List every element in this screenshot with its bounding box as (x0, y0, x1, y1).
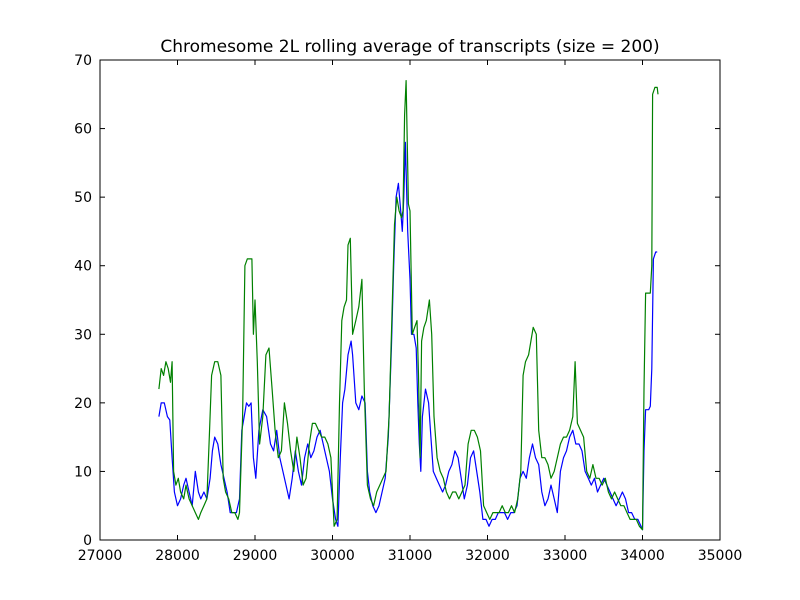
y-axis: 0 10 20 30 40 50 60 70 (74, 53, 720, 549)
y-tick-label: 40 (74, 259, 92, 275)
x-tick-label: 32000 (465, 548, 510, 564)
x-tick-label: 33000 (543, 548, 588, 564)
x-tick-label: 28000 (155, 548, 200, 564)
x-tick-label: 34000 (620, 548, 665, 564)
y-tick-label: 70 (74, 53, 92, 69)
x-tick-label: 31000 (388, 548, 433, 564)
y-tick-label: 30 (74, 327, 92, 343)
x-tick-label: 29000 (233, 548, 278, 564)
y-tick-label: 20 (74, 396, 92, 412)
x-tick-label: 30000 (310, 548, 355, 564)
x-tick-label: 27000 (78, 548, 123, 564)
x-axis: 27000 28000 29000 30000 31000 32000 33000 34000… (78, 60, 743, 564)
chart-title: Chromesome 2L rolling average of transcr… (160, 37, 659, 57)
series-line-2 (158, 80, 659, 531)
y-tick-label: 60 (74, 122, 92, 138)
x-tick-label: 35000 (698, 548, 743, 564)
series-layer (158, 80, 659, 531)
y-tick-label: 0 (83, 533, 92, 549)
y-tick-label: 10 (74, 464, 92, 480)
y-tick-label: 50 (74, 190, 92, 206)
